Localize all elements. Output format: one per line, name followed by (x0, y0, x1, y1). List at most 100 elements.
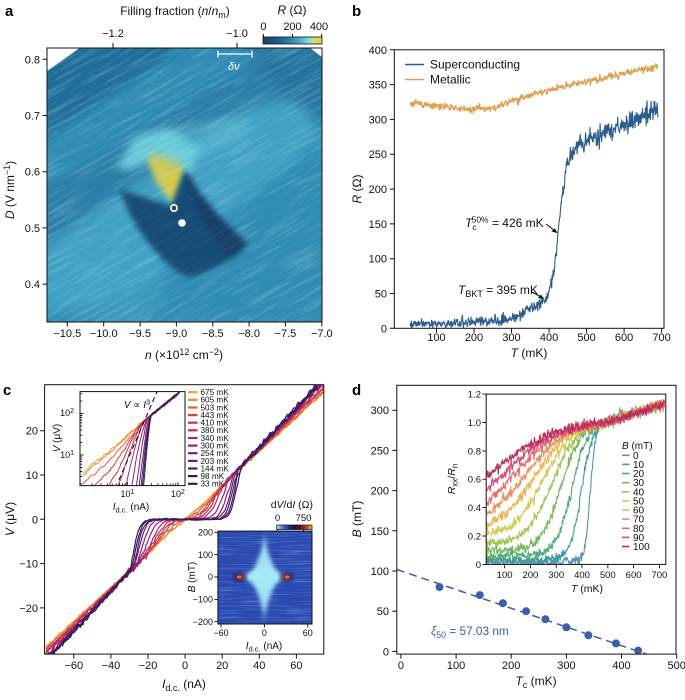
svg-text:100: 100 (497, 570, 513, 581)
svg-text:V ∝ I3: V ∝ I3 (124, 398, 150, 412)
svg-text:101: 101 (120, 489, 134, 499)
svg-text:60: 60 (633, 506, 645, 517)
svg-text:40: 40 (253, 660, 265, 672)
svg-text:20: 20 (216, 660, 228, 672)
svg-text:144 mK: 144 mK (201, 464, 230, 473)
svg-text:−20: −20 (19, 603, 38, 615)
svg-text:675 mK: 675 mK (201, 388, 230, 397)
svg-text:200: 200 (522, 570, 538, 581)
svg-text:100: 100 (447, 660, 465, 672)
svg-text:50: 50 (377, 606, 389, 618)
svg-text:0: 0 (262, 628, 267, 638)
svg-text:−60: −60 (64, 660, 83, 672)
svg-text:90: 90 (633, 533, 645, 544)
svg-text:0: 0 (32, 514, 38, 526)
svg-text:R (Ω): R (Ω) (278, 3, 307, 17)
svg-text:V (μV): V (μV) (3, 502, 17, 536)
svg-text:0.6: 0.6 (25, 167, 40, 179)
svg-text:0: 0 (208, 572, 213, 582)
svg-text:1.0: 1.0 (468, 418, 481, 429)
svg-text:0.5: 0.5 (25, 223, 40, 235)
svg-text:101: 101 (60, 450, 74, 460)
svg-text:−60: −60 (213, 628, 228, 638)
svg-text:0: 0 (381, 323, 387, 335)
svg-text:60: 60 (290, 660, 302, 672)
svg-text:400: 400 (369, 45, 387, 57)
svg-text:98 mK: 98 mK (201, 472, 225, 481)
svg-text:200: 200 (198, 528, 213, 538)
svg-text:B (mT): B (mT) (187, 562, 198, 593)
svg-text:200: 200 (369, 184, 387, 196)
svg-text:500: 500 (577, 332, 595, 344)
svg-text:Superconducting: Superconducting (430, 58, 520, 72)
svg-text:102: 102 (60, 408, 74, 418)
svg-text:380 mK: 380 mK (201, 426, 230, 435)
svg-text:b: b (352, 3, 361, 20)
svg-text:300: 300 (369, 114, 387, 126)
svg-text:R (Ω): R (Ω) (350, 175, 364, 204)
svg-text:300: 300 (557, 660, 575, 672)
svg-text:T (mK): T (mK) (511, 346, 548, 360)
svg-text:0.4: 0.4 (468, 503, 481, 514)
svg-text:n (×1012 cm−2): n (×1012 cm−2) (145, 347, 223, 362)
svg-text:0: 0 (260, 21, 266, 33)
svg-text:−40: −40 (102, 660, 121, 672)
svg-text:33 mK: 33 mK (201, 480, 225, 489)
svg-text:0.8: 0.8 (25, 54, 40, 66)
svg-text:0: 0 (476, 560, 481, 571)
svg-text:−1.0: −1.0 (226, 28, 248, 40)
svg-text:200: 200 (465, 332, 483, 344)
svg-text:203 mK: 203 mK (201, 457, 230, 466)
svg-text:Filling fraction (n/nm): Filling fraction (n/nm) (120, 4, 230, 20)
svg-text:D (V nm−1): D (V nm−1) (2, 161, 17, 219)
svg-text:a: a (5, 3, 14, 20)
svg-text:300: 300 (371, 405, 389, 417)
svg-text:d: d (352, 382, 361, 399)
svg-text:Metallic: Metallic (430, 73, 471, 87)
svg-text:Id.c. (nA): Id.c. (nA) (113, 502, 150, 515)
svg-text:20: 20 (633, 469, 645, 480)
svg-text:1.2: 1.2 (468, 390, 481, 401)
svg-text:340 mK: 340 mK (201, 434, 230, 443)
svg-text:−10.5: −10.5 (53, 328, 81, 340)
svg-text:400: 400 (612, 660, 630, 672)
svg-text:750: 750 (296, 513, 312, 524)
svg-text:Rxx/Rn: Rxx/Rn (446, 464, 460, 495)
svg-text:Id.c. (nA): Id.c. (nA) (246, 641, 283, 654)
svg-text:102: 102 (171, 489, 185, 499)
svg-text:0.7: 0.7 (25, 111, 40, 123)
svg-text:150: 150 (371, 526, 389, 538)
svg-text:δν: δν (228, 61, 240, 73)
svg-text:400: 400 (310, 21, 328, 33)
svg-text:443 mK: 443 mK (201, 411, 230, 420)
svg-text:400: 400 (574, 570, 590, 581)
svg-text:10: 10 (26, 470, 38, 482)
svg-text:30: 30 (633, 478, 645, 489)
svg-text:0.2: 0.2 (468, 531, 481, 542)
svg-text:700: 700 (652, 332, 670, 344)
svg-text:300 mK: 300 mK (201, 442, 230, 451)
svg-text:0.6: 0.6 (468, 475, 481, 486)
svg-text:−7.0: −7.0 (311, 328, 333, 340)
svg-text:500: 500 (668, 660, 685, 672)
svg-text:500: 500 (600, 570, 616, 581)
svg-text:−10: −10 (19, 559, 38, 571)
svg-text:0.8: 0.8 (468, 446, 481, 457)
svg-text:B (mT): B (mT) (622, 441, 653, 452)
svg-text:200: 200 (371, 486, 389, 498)
svg-text:100: 100 (198, 550, 213, 560)
svg-text:0.4: 0.4 (25, 279, 40, 291)
svg-text:dV/dI (Ω): dV/dI (Ω) (271, 499, 313, 511)
svg-text:50: 50 (633, 496, 645, 507)
svg-text:Tc50% = 426 mK: Tc50% = 426 mK (465, 215, 544, 233)
svg-text:ξ50 = 57.03 nm: ξ50 = 57.03 nm (431, 624, 509, 640)
svg-text:100: 100 (369, 254, 387, 266)
svg-text:−1.2: −1.2 (102, 28, 124, 40)
svg-text:600: 600 (615, 332, 633, 344)
svg-text:40: 40 (633, 487, 645, 498)
svg-text:TBKT = 395 mK: TBKT = 395 mK (458, 283, 538, 299)
svg-text:−200: −200 (193, 617, 213, 627)
svg-text:150: 150 (369, 219, 387, 231)
svg-text:Id.c. (nA): Id.c. (nA) (162, 677, 206, 693)
svg-text:−7.5: −7.5 (275, 328, 297, 340)
